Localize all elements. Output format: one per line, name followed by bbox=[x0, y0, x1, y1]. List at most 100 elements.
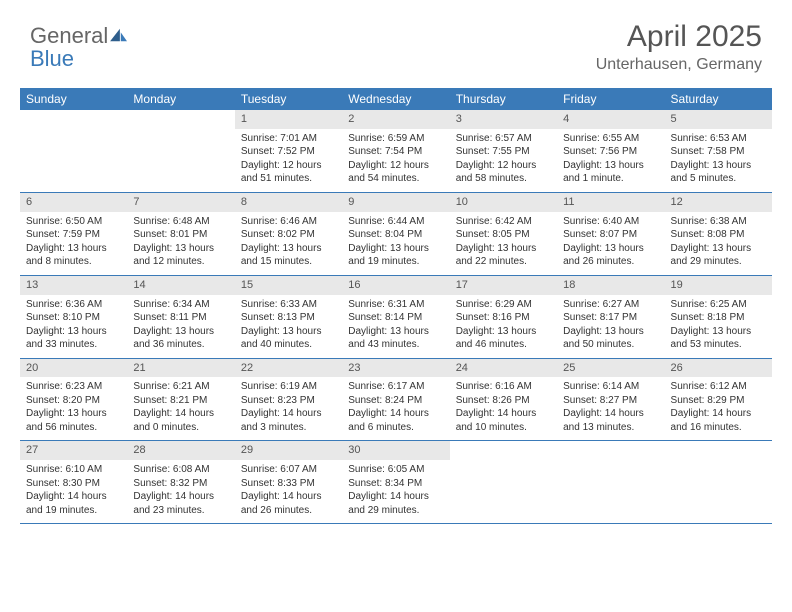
sunset-text: Sunset: 8:24 PM bbox=[348, 394, 443, 408]
weekday-header: Friday bbox=[557, 88, 664, 110]
daylight-text: Daylight: 13 hours and 12 minutes. bbox=[133, 242, 228, 269]
sunrise-text: Sunrise: 6:25 AM bbox=[671, 298, 766, 312]
day-number: 24 bbox=[450, 359, 557, 378]
sunrise-text: Sunrise: 6:12 AM bbox=[671, 380, 766, 394]
day-body: Sunrise: 6:48 AMSunset: 8:01 PMDaylight:… bbox=[127, 212, 234, 275]
day-body: Sunrise: 6:10 AMSunset: 8:30 PMDaylight:… bbox=[20, 460, 127, 523]
daylight-text: Daylight: 13 hours and 29 minutes. bbox=[671, 242, 766, 269]
sunrise-text: Sunrise: 6:48 AM bbox=[133, 215, 228, 229]
sunrise-text: Sunrise: 6:55 AM bbox=[563, 132, 658, 146]
calendar-day-cell bbox=[450, 441, 557, 524]
day-body bbox=[665, 460, 772, 512]
day-body: Sunrise: 7:01 AMSunset: 7:52 PMDaylight:… bbox=[235, 129, 342, 192]
daylight-text: Daylight: 14 hours and 0 minutes. bbox=[133, 407, 228, 434]
weekday-header: Tuesday bbox=[235, 88, 342, 110]
sunrise-text: Sunrise: 6:53 AM bbox=[671, 132, 766, 146]
day-body: Sunrise: 6:08 AMSunset: 8:32 PMDaylight:… bbox=[127, 460, 234, 523]
day-number: 7 bbox=[127, 193, 234, 212]
day-body: Sunrise: 6:31 AMSunset: 8:14 PMDaylight:… bbox=[342, 295, 449, 358]
daylight-text: Daylight: 14 hours and 13 minutes. bbox=[563, 407, 658, 434]
day-number: 6 bbox=[20, 193, 127, 212]
day-number bbox=[127, 110, 234, 129]
daylight-text: Daylight: 14 hours and 16 minutes. bbox=[671, 407, 766, 434]
day-body bbox=[557, 460, 664, 512]
daylight-text: Daylight: 12 hours and 54 minutes. bbox=[348, 159, 443, 186]
daylight-text: Daylight: 14 hours and 3 minutes. bbox=[241, 407, 336, 434]
month-title: April 2025 bbox=[596, 20, 762, 54]
sunrise-text: Sunrise: 6:10 AM bbox=[26, 463, 121, 477]
daylight-text: Daylight: 13 hours and 22 minutes. bbox=[456, 242, 551, 269]
calendar-head: SundayMondayTuesdayWednesdayThursdayFrid… bbox=[20, 88, 772, 110]
day-body: Sunrise: 6:36 AMSunset: 8:10 PMDaylight:… bbox=[20, 295, 127, 358]
calendar-day-cell: 1Sunrise: 7:01 AMSunset: 7:52 PMDaylight… bbox=[235, 110, 342, 192]
page-header: GeneralBlue April 2025 Unterhausen, Germ… bbox=[0, 0, 792, 82]
logo-text-b: Blue bbox=[30, 46, 74, 71]
sunrise-text: Sunrise: 6:42 AM bbox=[456, 215, 551, 229]
sunset-text: Sunset: 7:59 PM bbox=[26, 228, 121, 242]
day-number: 19 bbox=[665, 276, 772, 295]
day-number: 10 bbox=[450, 193, 557, 212]
logo-sail-icon bbox=[110, 24, 128, 47]
day-body bbox=[127, 129, 234, 181]
calendar-day-cell bbox=[127, 110, 234, 192]
day-body: Sunrise: 6:27 AMSunset: 8:17 PMDaylight:… bbox=[557, 295, 664, 358]
day-body: Sunrise: 6:57 AMSunset: 7:55 PMDaylight:… bbox=[450, 129, 557, 192]
calendar-day-cell: 26Sunrise: 6:12 AMSunset: 8:29 PMDayligh… bbox=[665, 358, 772, 441]
calendar-week-row: 27Sunrise: 6:10 AMSunset: 8:30 PMDayligh… bbox=[20, 441, 772, 524]
day-number: 4 bbox=[557, 110, 664, 129]
day-body bbox=[20, 129, 127, 181]
sunrise-text: Sunrise: 6:59 AM bbox=[348, 132, 443, 146]
sunset-text: Sunset: 8:10 PM bbox=[26, 311, 121, 325]
daylight-text: Daylight: 13 hours and 1 minute. bbox=[563, 159, 658, 186]
daylight-text: Daylight: 14 hours and 23 minutes. bbox=[133, 490, 228, 517]
day-number: 8 bbox=[235, 193, 342, 212]
calendar-day-cell: 28Sunrise: 6:08 AMSunset: 8:32 PMDayligh… bbox=[127, 441, 234, 524]
sunrise-text: Sunrise: 6:23 AM bbox=[26, 380, 121, 394]
title-block: April 2025 Unterhausen, Germany bbox=[596, 20, 762, 74]
sunset-text: Sunset: 8:21 PM bbox=[133, 394, 228, 408]
day-number: 2 bbox=[342, 110, 449, 129]
day-number: 9 bbox=[342, 193, 449, 212]
day-body: Sunrise: 6:29 AMSunset: 8:16 PMDaylight:… bbox=[450, 295, 557, 358]
calendar-week-row: 6Sunrise: 6:50 AMSunset: 7:59 PMDaylight… bbox=[20, 192, 772, 275]
sunset-text: Sunset: 7:52 PM bbox=[241, 145, 336, 159]
day-body: Sunrise: 6:05 AMSunset: 8:34 PMDaylight:… bbox=[342, 460, 449, 523]
day-number: 1 bbox=[235, 110, 342, 129]
sunset-text: Sunset: 7:58 PM bbox=[671, 145, 766, 159]
calendar-day-cell: 9Sunrise: 6:44 AMSunset: 8:04 PMDaylight… bbox=[342, 192, 449, 275]
calendar-day-cell: 18Sunrise: 6:27 AMSunset: 8:17 PMDayligh… bbox=[557, 275, 664, 358]
daylight-text: Daylight: 13 hours and 15 minutes. bbox=[241, 242, 336, 269]
daylight-text: Daylight: 12 hours and 58 minutes. bbox=[456, 159, 551, 186]
sunrise-text: Sunrise: 6:34 AM bbox=[133, 298, 228, 312]
calendar-day-cell: 15Sunrise: 6:33 AMSunset: 8:13 PMDayligh… bbox=[235, 275, 342, 358]
day-body: Sunrise: 6:25 AMSunset: 8:18 PMDaylight:… bbox=[665, 295, 772, 358]
calendar-day-cell: 4Sunrise: 6:55 AMSunset: 7:56 PMDaylight… bbox=[557, 110, 664, 192]
day-number: 5 bbox=[665, 110, 772, 129]
sunset-text: Sunset: 8:11 PM bbox=[133, 311, 228, 325]
sunset-text: Sunset: 8:02 PM bbox=[241, 228, 336, 242]
weekday-header: Wednesday bbox=[342, 88, 449, 110]
day-body: Sunrise: 6:21 AMSunset: 8:21 PMDaylight:… bbox=[127, 377, 234, 440]
calendar-day-cell: 19Sunrise: 6:25 AMSunset: 8:18 PMDayligh… bbox=[665, 275, 772, 358]
sunset-text: Sunset: 8:04 PM bbox=[348, 228, 443, 242]
daylight-text: Daylight: 13 hours and 33 minutes. bbox=[26, 325, 121, 352]
sunset-text: Sunset: 8:30 PM bbox=[26, 477, 121, 491]
daylight-text: Daylight: 12 hours and 51 minutes. bbox=[241, 159, 336, 186]
calendar-day-cell: 24Sunrise: 6:16 AMSunset: 8:26 PMDayligh… bbox=[450, 358, 557, 441]
sunset-text: Sunset: 8:14 PM bbox=[348, 311, 443, 325]
day-body: Sunrise: 6:19 AMSunset: 8:23 PMDaylight:… bbox=[235, 377, 342, 440]
calendar-day-cell: 16Sunrise: 6:31 AMSunset: 8:14 PMDayligh… bbox=[342, 275, 449, 358]
sunrise-text: Sunrise: 6:17 AM bbox=[348, 380, 443, 394]
calendar-day-cell: 8Sunrise: 6:46 AMSunset: 8:02 PMDaylight… bbox=[235, 192, 342, 275]
day-body: Sunrise: 6:14 AMSunset: 8:27 PMDaylight:… bbox=[557, 377, 664, 440]
daylight-text: Daylight: 13 hours and 5 minutes. bbox=[671, 159, 766, 186]
day-number: 18 bbox=[557, 276, 664, 295]
calendar-week-row: 1Sunrise: 7:01 AMSunset: 7:52 PMDaylight… bbox=[20, 110, 772, 192]
calendar-day-cell: 23Sunrise: 6:17 AMSunset: 8:24 PMDayligh… bbox=[342, 358, 449, 441]
day-number: 25 bbox=[557, 359, 664, 378]
sunset-text: Sunset: 8:29 PM bbox=[671, 394, 766, 408]
sunrise-text: Sunrise: 6:33 AM bbox=[241, 298, 336, 312]
sunset-text: Sunset: 7:55 PM bbox=[456, 145, 551, 159]
sunset-text: Sunset: 8:13 PM bbox=[241, 311, 336, 325]
weekday-header: Thursday bbox=[450, 88, 557, 110]
